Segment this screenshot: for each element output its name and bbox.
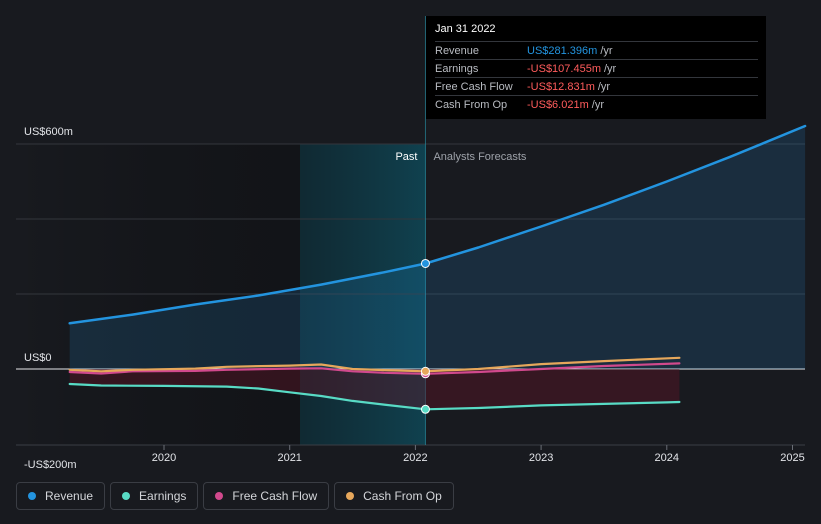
- earnings-area: [69, 369, 680, 410]
- legend-item-cash-from-op[interactable]: Cash From Op: [334, 482, 454, 510]
- x-tick-label-2020: 2020: [152, 452, 176, 464]
- tooltip-row-label: Revenue: [435, 44, 480, 57]
- tooltip-rows: Revenue US$281.396m/yr Earnings -US$107.455…: [435, 41, 758, 113]
- tooltip-row-value: -US$107.455m: [527, 62, 601, 75]
- legend-item-revenue[interactable]: Revenue: [16, 482, 106, 510]
- axis-labels: US$600m US$0 -US$200m Past Analysts Forecast…: [24, 126, 805, 471]
- revenue-area: [69, 126, 806, 369]
- x-tick-label-2023: 2023: [529, 452, 553, 464]
- legend-dot-icon: [215, 492, 224, 500]
- tooltip: Jan 31 2022 Revenue US$281.396m/yr Earning…: [426, 16, 766, 119]
- tooltip-row-unit: /yr: [600, 44, 613, 57]
- revenue-marker: [420, 258, 430, 268]
- legend-item-earnings[interactable]: Earnings: [110, 482, 199, 510]
- tooltip-date: Jan 31 2022: [435, 23, 496, 35]
- tooltip-row-unit: /yr: [591, 98, 604, 111]
- forecast-label: Analysts Forecasts: [433, 151, 526, 163]
- tooltip-row-unit: /yr: [604, 62, 617, 75]
- x-tick-label-2024: 2024: [655, 452, 679, 464]
- x-tick-label-2025: 2025: [780, 452, 804, 464]
- y-label-zero: US$0: [24, 352, 52, 364]
- x-tick-label-2022: 2022: [403, 452, 427, 464]
- past-label: Past: [395, 151, 417, 163]
- earnings-line: [68, 382, 681, 411]
- free-cash-flow-line: [68, 362, 681, 375]
- tooltip-row-label: Earnings: [435, 62, 479, 75]
- tooltip-row: Revenue US$281.396m/yr: [435, 41, 758, 59]
- legend-label: Free Cash Flow: [232, 489, 318, 503]
- tooltip-row-value: -US$6.021m: [527, 98, 589, 111]
- tooltip-row-value: -US$12.831m: [527, 80, 595, 93]
- cash-from-op-marker: [420, 366, 430, 376]
- tooltip-row-unit: /yr: [597, 80, 611, 93]
- legend-label: Revenue: [45, 489, 94, 503]
- legend: Revenue Earnings Free Cash Flow Cash From O…: [16, 482, 454, 510]
- tooltip-row: Cash From Op -US$6.021m/yr: [435, 95, 758, 113]
- tooltip-row-label: Cash From Op: [435, 98, 508, 111]
- y-label-top: US$600m: [24, 126, 73, 138]
- legend-dot-icon: [122, 492, 131, 500]
- tooltip-row-label: Free Cash Flow: [435, 80, 513, 93]
- legend-item-free-cash-flow[interactable]: Free Cash Flow: [203, 482, 330, 510]
- y-label-bottom: -US$200m: [24, 459, 77, 471]
- legend-dot-icon: [346, 492, 355, 500]
- tooltip-row: Earnings -US$107.455m/yr: [435, 59, 758, 77]
- tooltip-row: Free Cash Flow -US$12.831m/yr: [435, 77, 758, 95]
- hover-markers: [420, 258, 430, 414]
- legend-label: Earnings: [139, 489, 187, 503]
- x-tick-label-2021: 2021: [277, 452, 301, 464]
- legend-label: Cash From Op: [363, 489, 442, 503]
- tooltip-row-value: US$281.396m: [527, 44, 598, 57]
- earnings-marker: [420, 404, 430, 414]
- series-areas: [69, 126, 806, 410]
- legend-dot-icon: [28, 492, 36, 500]
- cash-from-op-line: [68, 356, 681, 373]
